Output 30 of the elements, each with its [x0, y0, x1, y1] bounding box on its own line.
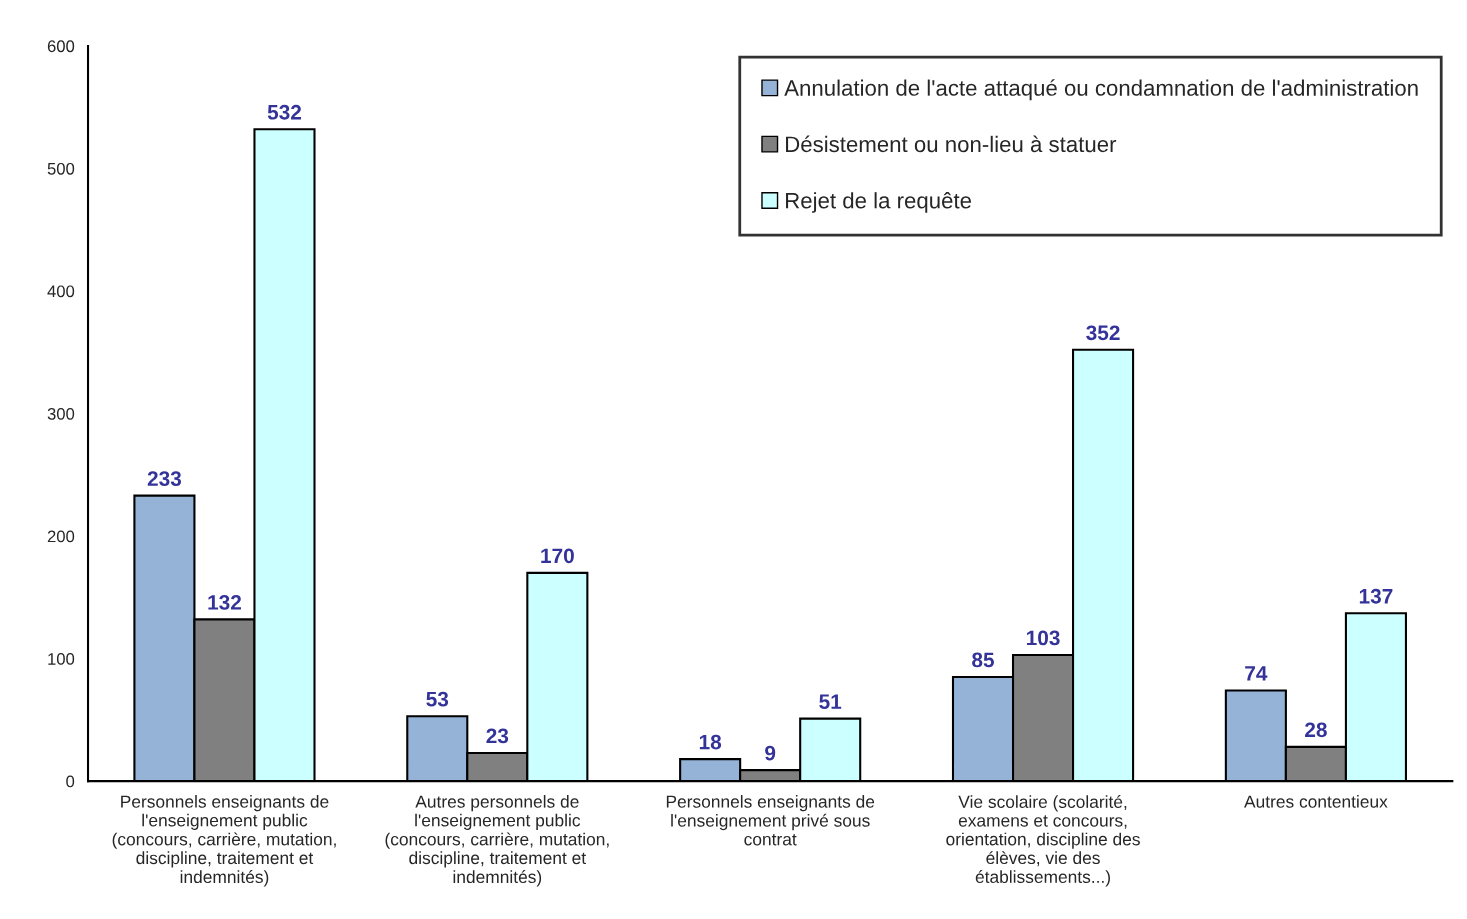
data-label: 18: [699, 734, 722, 750]
legend-label: Annulation de l'acte attaqué ou condamnation de l'administration: [784, 79, 1418, 101]
y-tick-label: 400: [47, 285, 75, 298]
y-tick-label: 300: [47, 407, 75, 420]
data-label: 137: [1359, 588, 1393, 604]
legend-label: Désistement ou non-lieu à statuer: [786, 135, 1117, 153]
x-tick-label: Autres personnels de l'enseignement public (concours, carrière, mutation, discipline, traitement et indemnités): [385, 795, 609, 887]
data-label: 53: [426, 691, 449, 707]
x-tick-label: Vie scolaire (scolarité, examens et concours, orientation, discipline des élèves, vie des établissements...): [946, 795, 1140, 887]
x-tick-label: Personnels enseignants de l'enseignement public (concours, carrière, mutation, discipline, traitement et indemnités): [112, 795, 336, 887]
data-label: 233: [147, 471, 182, 486]
data-label: 74: [1245, 666, 1268, 681]
x-tick-label: Personnels enseignants de l'enseignement privé sous contrat: [666, 795, 875, 846]
y-tick-label: 500: [47, 162, 75, 175]
data-label: 352: [1086, 325, 1120, 341]
data-label: 23: [486, 728, 509, 744]
data-label: 9: [765, 745, 776, 761]
y-tick-label: 0: [66, 775, 75, 788]
x-tick-label: Autres contentieux: [1244, 795, 1388, 808]
y-tick-label: 600: [47, 40, 75, 53]
data-label: 28: [1305, 722, 1327, 738]
y-tick-label: 100: [48, 653, 75, 665]
data-label: 132: [208, 594, 241, 610]
data-label: 103: [1026, 630, 1060, 646]
data-label: 51: [819, 694, 842, 709]
data-label: 532: [267, 104, 302, 120]
y-tick-label: 200: [47, 530, 75, 543]
data-label: 85: [972, 652, 995, 668]
legend-label: Rejet de la requête: [786, 192, 971, 213]
data-label: 170: [541, 548, 574, 564]
